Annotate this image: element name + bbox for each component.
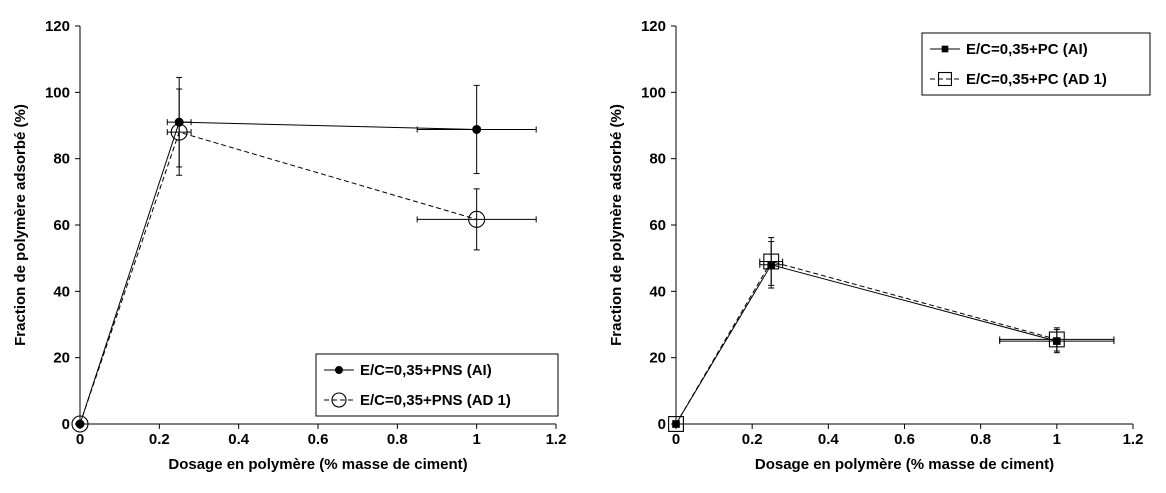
data-point xyxy=(668,416,684,432)
legend: E/C=0,35+PC (AI) E/C=0,35+PC (AD 1) xyxy=(921,32,1151,96)
x-tick-label: 0.6 xyxy=(894,431,915,448)
y-tick-label: 20 xyxy=(649,350,666,367)
data-point xyxy=(1048,331,1065,348)
legend-label: E/C=0,35+PC (AD 1) xyxy=(966,71,1107,88)
legend-marker xyxy=(937,71,953,87)
y-tick-label: 60 xyxy=(649,217,666,234)
series-0 xyxy=(672,241,1115,428)
y-axis-label: Fraction de polymère adsorbé (%) xyxy=(12,104,29,346)
legend-marker xyxy=(941,45,949,53)
data-point xyxy=(763,253,780,270)
x-tick-label: 0.4 xyxy=(228,431,250,448)
legend-marker xyxy=(331,392,347,408)
legend-label: E/C=0,35+PC (AI) xyxy=(966,41,1088,58)
x-tick-label: 0.4 xyxy=(818,431,840,448)
legend-label: E/C=0,35+PNS (AD 1) xyxy=(360,392,511,409)
x-tick-label: 0.2 xyxy=(742,431,763,448)
y-tick-label: 0 xyxy=(658,416,666,433)
x-tick-label: 1 xyxy=(472,431,480,448)
x-tick-label: 1.2 xyxy=(1123,431,1144,448)
x-tick-label: 0 xyxy=(76,431,84,448)
y-tick-label: 100 xyxy=(641,84,666,101)
x-axis-label: Dosage en polymère (% masse de ciment) xyxy=(168,456,467,473)
x-tick-label: 1.2 xyxy=(546,431,567,448)
y-tick-label: 60 xyxy=(53,217,70,234)
y-tick-label: 40 xyxy=(649,283,666,300)
y-tick-label: 100 xyxy=(45,84,70,101)
data-point xyxy=(468,210,486,228)
series-1 xyxy=(71,88,537,433)
y-tick-label: 0 xyxy=(62,416,70,433)
data-point xyxy=(71,415,89,433)
y-tick-label: 20 xyxy=(53,350,70,367)
legend-label: E/C=0,35+PNS (AI) xyxy=(360,362,492,379)
y-tick-label: 80 xyxy=(649,151,666,168)
legend-box xyxy=(315,353,559,417)
y-tick-label: 120 xyxy=(45,18,70,35)
legend-marker xyxy=(335,366,343,374)
x-axis-label: Dosage en polymère (% masse de ciment) xyxy=(755,456,1054,473)
y-tick-label: 120 xyxy=(641,18,666,35)
legend-box xyxy=(921,32,1151,96)
series-1 xyxy=(668,237,1115,432)
data-point xyxy=(170,123,188,141)
data-point xyxy=(472,124,482,134)
x-tick-label: 0.8 xyxy=(970,431,991,448)
chart-left: 0 20 40 60 80 100 120 0 0.2 0.4 0.6 0.8 1 1.2 Dosage e… xyxy=(12,18,566,473)
chart-right: 0 20 40 60 80 100 120 0 0.2 0.4 0.6 0.8 1 1.2 Dosage e… xyxy=(608,18,1151,473)
x-tick-label: 0 xyxy=(672,431,680,448)
x-tick-label: 1 xyxy=(1053,431,1061,448)
y-tick-label: 80 xyxy=(53,151,70,168)
y-axis-label: Fraction de polymère adsorbé (%) xyxy=(608,104,625,346)
series-line xyxy=(675,264,1057,425)
x-tick-label: 0.8 xyxy=(387,431,408,448)
x-tick-label: 0.6 xyxy=(308,431,329,448)
x-tick-label: 0.2 xyxy=(149,431,170,448)
legend: E/C=0,35+PNS (AI) E/C=0,35+PNS (AD 1) xyxy=(315,353,559,417)
y-tick-label: 40 xyxy=(53,283,70,300)
